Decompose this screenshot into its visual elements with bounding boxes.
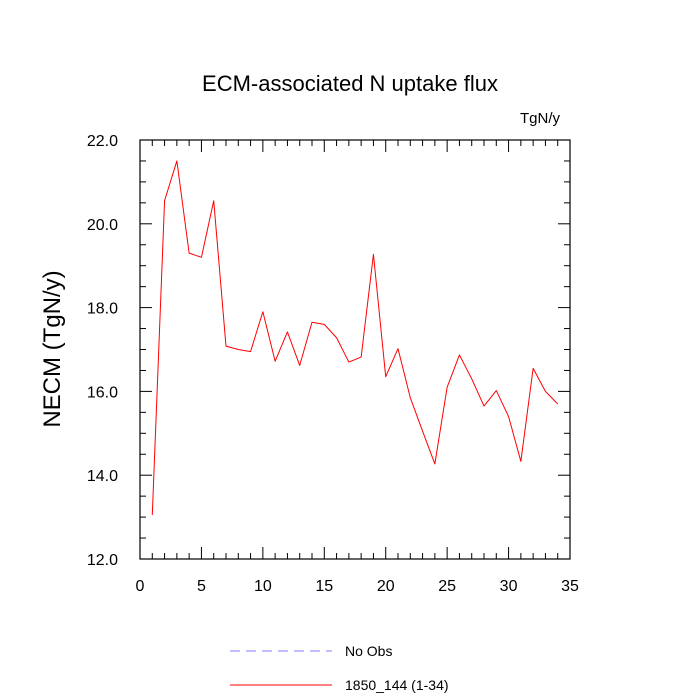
x-tick-label: 25: [438, 578, 456, 595]
chart-title: ECM-associated N uptake flux: [202, 71, 498, 96]
x-tick-label: 10: [254, 578, 272, 595]
x-tick-label: 35: [561, 578, 579, 595]
x-tick-label: 30: [500, 578, 518, 595]
y-tick-label: 14.0: [87, 468, 118, 485]
legend: No Obs 1850_144 (1-34): [230, 643, 449, 693]
y-tick-label: 22.0: [87, 133, 118, 150]
series-layer: [151, 160, 559, 516]
legend-label: 1850_144 (1-34): [345, 677, 449, 693]
x-tick-label: 0: [136, 578, 145, 595]
y-axis-title: NECM (TgN/y): [39, 270, 66, 427]
series-line: [151, 160, 559, 516]
x-tick-label: 5: [197, 578, 206, 595]
x-tick-label: 15: [315, 578, 333, 595]
plot-frame: [139, 139, 571, 560]
axis-ticks: [139, 139, 571, 560]
legend-label: No Obs: [345, 643, 392, 659]
x-tick-label: 20: [377, 578, 395, 595]
y-tick-label: 12.0: [87, 552, 118, 569]
units-label: TgN/y: [520, 110, 561, 127]
y-tick-label: 16.0: [87, 384, 118, 401]
tick-labels: 0 5 10 15 20 25 30 35 12.0 14.0 16.0 18.0 20.0 22.0: [87, 133, 579, 595]
y-tick-label: 20.0: [87, 217, 118, 234]
y-tick-label: 18.0: [87, 301, 118, 318]
